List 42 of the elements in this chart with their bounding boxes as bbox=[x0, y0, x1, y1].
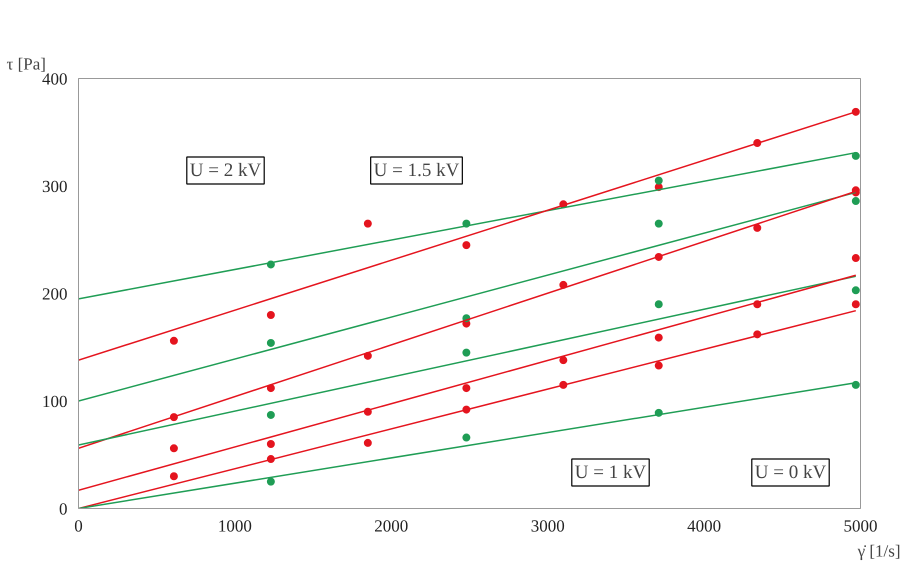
point bbox=[170, 472, 178, 480]
annotation: U = 1.5 kV bbox=[374, 160, 460, 181]
point bbox=[852, 254, 860, 262]
annotation: U = 0 kV bbox=[754, 462, 826, 483]
point bbox=[559, 356, 568, 364]
x-tick-label: 0 bbox=[74, 516, 83, 536]
x-axis-title: γ̇ [1/s] bbox=[856, 542, 901, 560]
point bbox=[364, 438, 372, 447]
x-tick-label: 2000 bbox=[374, 516, 408, 536]
point bbox=[170, 444, 178, 452]
point bbox=[266, 338, 275, 347]
y-tick-label: 100 bbox=[42, 392, 68, 411]
point bbox=[462, 384, 470, 392]
point bbox=[852, 197, 860, 206]
x-tick-label: 5000 bbox=[844, 516, 878, 536]
point bbox=[852, 286, 860, 294]
y-tick-label: 300 bbox=[42, 177, 68, 196]
y-axis-title: τ [Pa] bbox=[6, 54, 46, 74]
point bbox=[266, 311, 275, 319]
point bbox=[170, 336, 178, 345]
point bbox=[654, 362, 663, 370]
point bbox=[852, 300, 860, 308]
point bbox=[654, 220, 663, 228]
annotation: U = 1 kV bbox=[574, 462, 646, 483]
x-tick-label: 1000 bbox=[218, 516, 252, 536]
annotation: U = 2 kV bbox=[190, 160, 262, 181]
point bbox=[462, 348, 470, 357]
x-tick-label: 4000 bbox=[687, 516, 722, 536]
point bbox=[654, 300, 663, 308]
point bbox=[852, 152, 860, 160]
point bbox=[654, 176, 663, 185]
point bbox=[266, 410, 275, 419]
point bbox=[462, 434, 470, 442]
point bbox=[654, 334, 663, 342]
x-tick-label: 3000 bbox=[530, 516, 565, 536]
point bbox=[753, 224, 762, 232]
y-tick-label: 200 bbox=[42, 284, 68, 304]
y-tick-label: 0 bbox=[59, 500, 68, 518]
point bbox=[462, 241, 470, 250]
point bbox=[266, 440, 275, 448]
point bbox=[364, 220, 372, 228]
point bbox=[266, 478, 275, 486]
